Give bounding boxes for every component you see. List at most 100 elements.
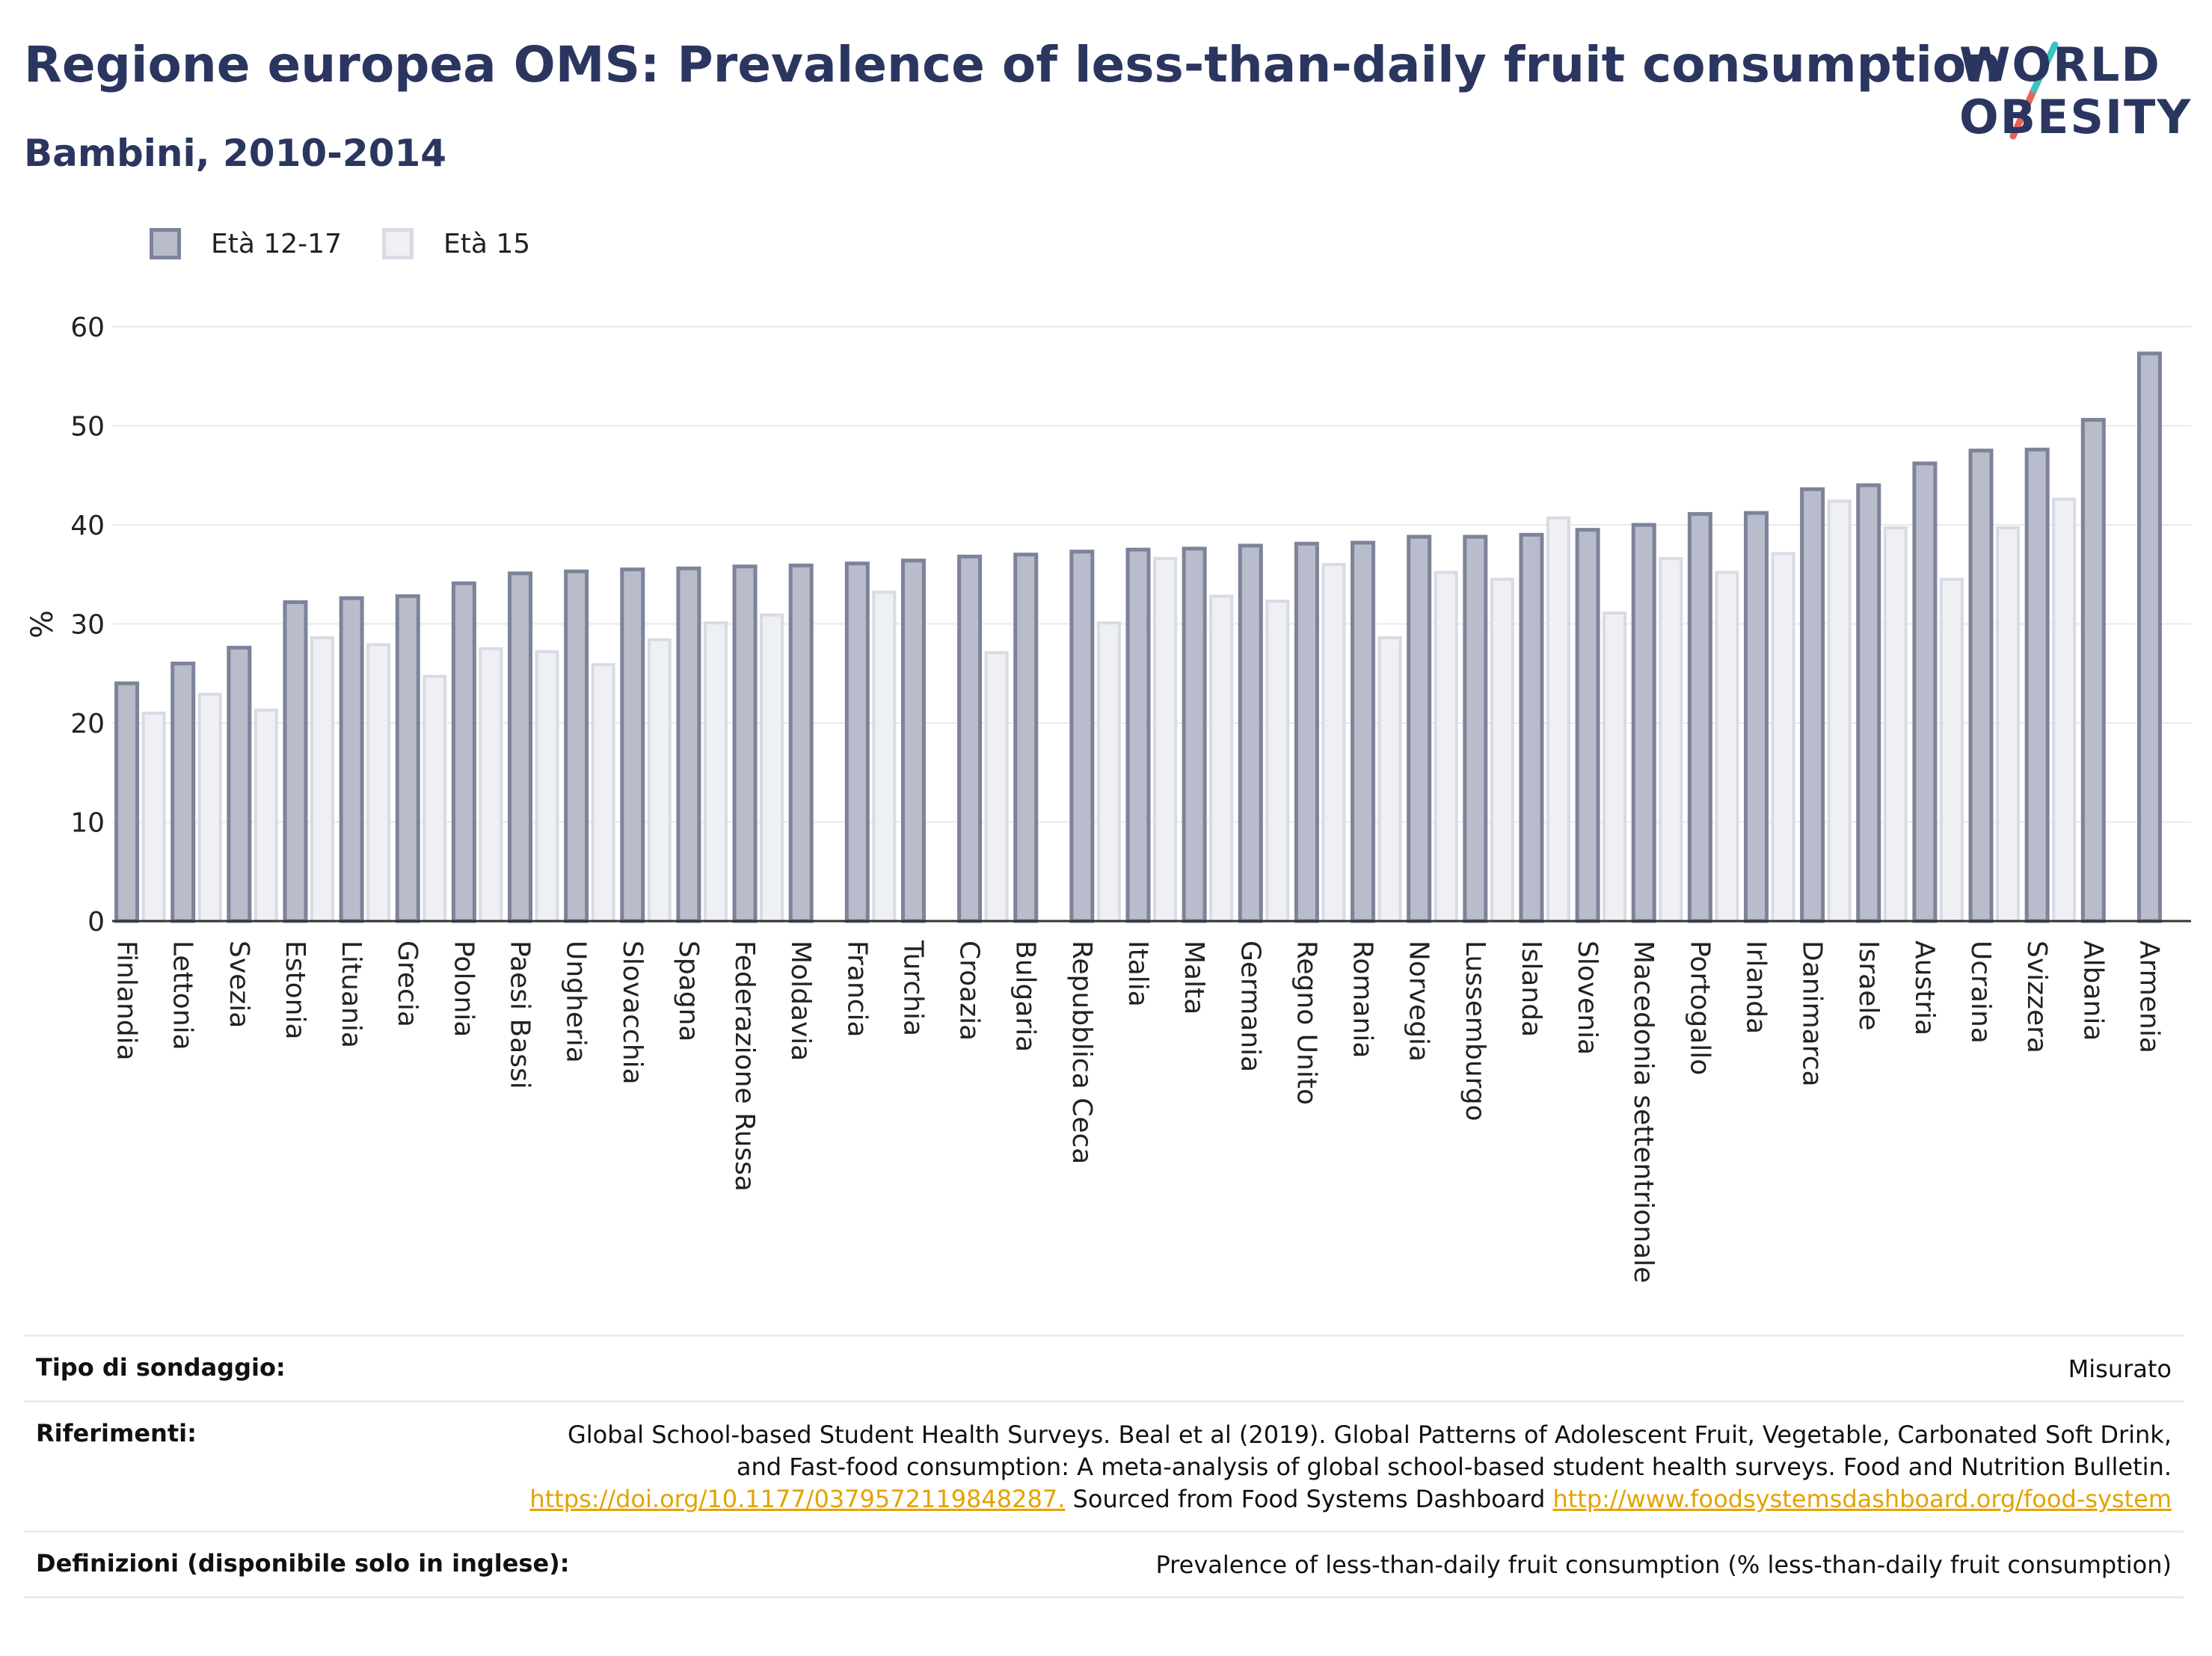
y-axis-title: % <box>25 610 60 638</box>
bar-age-15 <box>1715 570 1739 923</box>
bar-age-15 <box>1153 557 1177 923</box>
bar-age-12-17 <box>114 681 140 923</box>
x-tick-label: Macedonia settentrionale <box>1628 941 1659 1283</box>
bar-age-12-17 <box>1743 511 1769 923</box>
bar-age-15 <box>1434 570 1458 923</box>
bar-age-15 <box>479 647 503 923</box>
legend-label: Età 12-17 <box>211 228 342 259</box>
bar-age-12-17 <box>1519 532 1544 923</box>
chart-title: Regione europea OMS: Prevalence of less-… <box>24 36 2002 93</box>
bar-age-15 <box>872 591 897 923</box>
definitions-row: Definizioni (disponibile solo in inglese… <box>24 1530 2184 1598</box>
x-tick-label: Moldavia <box>785 941 816 1061</box>
bar-age-15 <box>2052 497 2077 923</box>
bar-age-12-17 <box>1294 541 1319 923</box>
references-source-text: Sourced from Food Systems Dashboard <box>1072 1485 1546 1513</box>
bar-age-12-17 <box>227 645 252 923</box>
bar-age-15 <box>760 613 784 923</box>
chart-legend: Età 12-17 Età 15 <box>150 224 571 263</box>
bar-age-12-17 <box>1687 511 1712 923</box>
x-tick-label: Svezia <box>224 941 254 1028</box>
y-tick-label: 20 <box>70 709 105 739</box>
bar-age-12-17 <box>2136 351 2162 923</box>
x-tick-label: Slovenia <box>1572 941 1603 1055</box>
x-tick-label: Finlandia <box>111 941 142 1061</box>
x-tick-label: Romania <box>1348 941 1378 1058</box>
bar-age-12-17 <box>1856 483 1881 923</box>
x-tick-label: Grecia <box>392 941 423 1027</box>
definitions-label: Definizioni (disponibile solo in inglese… <box>36 1549 570 1577</box>
bar-age-15 <box>197 692 222 923</box>
references-row: Riferimenti: Global School-based Student… <box>24 1400 2184 1530</box>
bar-age-12-17 <box>1968 449 1994 923</box>
bar-age-15 <box>366 643 391 923</box>
bar-age-12-17 <box>1407 535 1432 923</box>
bar-age-15 <box>647 638 672 923</box>
y-tick-label: 50 <box>70 412 105 443</box>
logo-slash-icon <box>2009 41 2059 140</box>
x-tick-label: Svizzera <box>2021 941 2052 1053</box>
x-tick-label: Federazione Russa <box>729 941 760 1192</box>
x-tick-label: Islanda <box>1516 941 1546 1037</box>
survey-type-value: Misurato <box>2068 1355 2172 1383</box>
doi-link[interactable]: https://doi.org/10.1177/0379572119848287… <box>529 1485 1066 1513</box>
logo-word-world: WORLD <box>1959 37 2161 92</box>
x-tick-label: Francia <box>841 941 872 1038</box>
bar-age-15 <box>1827 499 1852 923</box>
bar-age-12-17 <box>1125 547 1151 923</box>
x-tick-label: Armenia <box>2133 941 2164 1053</box>
bar-age-12-17 <box>900 558 926 923</box>
x-tick-label: Irlanda <box>1740 941 1771 1034</box>
dashboard-link[interactable]: http://www.foodsystemsdashboard.org/food… <box>1552 1485 2172 1513</box>
bar-age-12-17 <box>564 569 589 923</box>
bar-age-15 <box>1546 516 1570 923</box>
bar-age-12-17 <box>620 567 645 923</box>
bar-age-12-17 <box>395 594 420 923</box>
x-tick-label: Regno Unito <box>1291 941 1321 1105</box>
bar-age-15 <box>423 674 447 923</box>
bar-age-12-17 <box>1351 541 1376 923</box>
bar-age-15 <box>1659 557 1683 923</box>
x-tick-label: Germania <box>1235 941 1265 1072</box>
x-tick-label: Ungheria <box>561 941 592 1063</box>
bar-age-12-17 <box>2080 418 2106 923</box>
bar-age-12-17 <box>732 564 758 923</box>
bar-age-15 <box>1096 621 1121 923</box>
legend-item-age-15[interactable]: Età 15 <box>381 228 530 259</box>
y-tick-label: 0 <box>87 907 105 938</box>
bar-age-15 <box>1321 563 1346 923</box>
bar-age-15 <box>1377 636 1402 923</box>
x-tick-label: Malta <box>1179 941 1209 1015</box>
x-tick-label: Albania <box>2077 941 2108 1041</box>
x-tick-label: Austria <box>1909 941 1940 1035</box>
survey-type-label: Tipo di sondaggio: <box>36 1353 286 1382</box>
bar-age-12-17 <box>1013 552 1039 923</box>
bar-age-15 <box>984 650 1009 923</box>
x-tick-label: Lettonia <box>168 941 198 1050</box>
y-tick-label: 40 <box>70 511 105 541</box>
bar-age-12-17 <box>676 566 701 923</box>
x-tick-label: Polonia <box>448 941 479 1037</box>
bar-age-15 <box>1603 611 1627 923</box>
legend-item-age-12-17[interactable]: Età 12-17 <box>150 228 342 259</box>
bar-age-12-17 <box>1631 523 1656 923</box>
bar-age-12-17 <box>1912 461 1938 923</box>
x-tick-label: Repubblica Ceca <box>1066 941 1097 1164</box>
bar-age-15 <box>1996 526 2021 923</box>
bar-age-15 <box>310 636 334 923</box>
y-tick-label: 30 <box>70 610 105 641</box>
bar-age-15 <box>1883 526 1908 923</box>
legend-swatch-age-15 <box>381 228 414 259</box>
bar-age-12-17 <box>451 581 476 923</box>
bar-age-12-17 <box>957 554 983 923</box>
bar-age-12-17 <box>1463 535 1488 923</box>
x-tick-label: Lituania <box>336 941 366 1048</box>
chart-subtitle: Bambini, 2010-2014 <box>24 132 447 175</box>
y-tick-label: 10 <box>70 808 105 839</box>
bar-age-12-17 <box>1182 547 1207 923</box>
references-text: Global School-based Student Health Surve… <box>567 1420 2172 1481</box>
world-obesity-logo: WORLD OBESITY <box>1944 22 2199 164</box>
bar-age-12-17 <box>170 662 196 923</box>
bar-age-15 <box>591 662 615 923</box>
bar-age-15 <box>535 650 559 923</box>
